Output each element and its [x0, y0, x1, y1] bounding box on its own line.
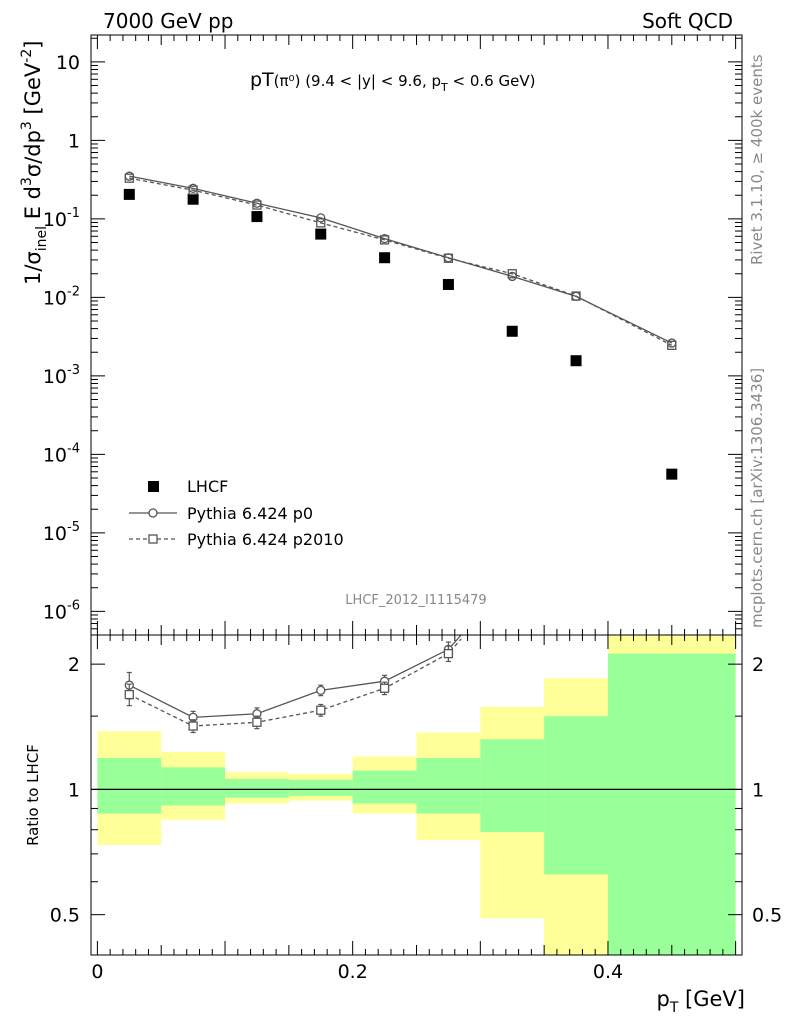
ratio-y-tick-label: 2: [68, 654, 80, 676]
main-y-tick-labels: 10 1 10-1 10-2 10-3 10-4 10-5 10-6: [43, 52, 80, 623]
pythia-p2010-point: [252, 200, 262, 210]
ylabel-a: 1/σ: [21, 251, 45, 285]
mcplots-label: mcplots.cern.ch [arXiv:1306.3436]: [748, 368, 766, 628]
main-y-tick-label: 10-1: [43, 206, 80, 231]
xlabel-sub: T: [669, 1000, 679, 1016]
main-y-tick-label: 10-2: [43, 284, 80, 309]
lhcf-point: [570, 355, 582, 367]
rivet-label: Rivet 3.1.10, ≥ 400k events: [748, 54, 766, 265]
ylabel-a-sub: inel: [34, 226, 50, 251]
pythia-p2010-point: [188, 185, 198, 195]
green-band: [480, 739, 545, 833]
pythia-p2010-point: [667, 340, 677, 350]
ratio-p2010-point: [252, 717, 262, 727]
main-panel: 10 1 10-1 10-2 10-3 10-4 10-5 10-6 pT(π⁰) (9.4 …: [19, 34, 743, 636]
green-band: [352, 770, 417, 804]
ratio-y-tick-label: 1: [68, 779, 80, 801]
ratio-p2010-point: [443, 648, 454, 659]
x-tick-label: 0.2: [338, 961, 368, 983]
ratio-p2010-point: [124, 689, 134, 700]
main-axis-ticks: [91, 35, 742, 636]
legend-lhcf-label: LHCF: [187, 477, 228, 496]
ratio-series: [124, 634, 462, 734]
energy-label: 7000 GeV pp: [103, 9, 234, 33]
green-band: [416, 757, 481, 814]
ylabel-c-sup: 3: [19, 121, 35, 130]
ratio-p2010-point: [188, 721, 198, 731]
ratio-series-line: [129, 634, 462, 719]
x-tick-label: 0.4: [593, 961, 623, 983]
lhcf-point: [506, 325, 518, 337]
lhcf-point: [251, 211, 263, 223]
lhcf-point: [315, 228, 327, 240]
legend-p0-label: Pythia 6.424 p0: [187, 504, 313, 523]
ylabel-d-sup: -2: [19, 49, 35, 63]
x-tick-label: 0: [91, 961, 103, 983]
main-y-tick-label: 10-3: [43, 363, 80, 388]
lhcf-point: [187, 193, 199, 205]
main-series-line: [129, 175, 673, 344]
ylabel-b: E d: [21, 186, 45, 226]
legend-p2010-marker: [148, 534, 158, 544]
ratio-y-axis-label: Ratio to LHCF: [24, 744, 42, 846]
main-y-tick-label: 1: [68, 130, 80, 152]
green-band: [607, 653, 736, 955]
analysis-watermark: LHCF_2012_I1115479: [345, 593, 486, 608]
process-label: Soft QCD: [642, 9, 733, 33]
x-axis-label: pT [GeV]: [656, 987, 745, 1016]
main-y-tick-label: 10-4: [43, 441, 80, 466]
xlabel-p: p: [656, 987, 669, 1011]
legend-p0-marker: [148, 508, 158, 518]
ylabel-d: [GeV: [21, 62, 45, 121]
title-cut-sub: T: [440, 81, 448, 94]
green-band: [225, 778, 289, 798]
green-band: [288, 779, 353, 796]
main-series: [123, 171, 678, 480]
pythia-p2010-point: [443, 253, 454, 263]
ratio-axis-ticks: [91, 635, 742, 956]
main-series-line: [129, 177, 673, 346]
plot-title: pT(π⁰) (9.4 < |y| < 9.6, pT < 0.6 GeV): [250, 69, 535, 94]
pythia-p2010-point: [379, 235, 390, 245]
main-y-tick-label: 10-6: [43, 598, 80, 623]
ratio-y-tick-label-right: 0.5: [752, 905, 782, 927]
pythia-p2010-point: [507, 269, 517, 279]
ratio-y-tick-label-right: 2: [752, 654, 764, 676]
green-band: [544, 716, 608, 875]
title-particle: (π⁰): [274, 72, 301, 90]
pythia-p2010-point: [124, 173, 134, 183]
ylabel-e: ]: [21, 41, 45, 49]
title-cut-rest: < 0.6 GeV): [448, 72, 536, 90]
ratio-uncertainty-bands: [97, 635, 736, 955]
green-band: [161, 767, 226, 806]
main-y-axis-label: 1/σinel E d3σ/dp3 [GeV-2]: [19, 41, 50, 285]
xlabel-unit: [GeV]: [678, 987, 745, 1011]
ratio-series-line: [129, 638, 462, 727]
title-main: pT: [250, 69, 274, 91]
legend-p2010-label: Pythia 6.424 p2010: [187, 530, 344, 549]
lhcf-point: [123, 188, 135, 200]
ratio-y-tick-label-right: 1: [752, 779, 764, 801]
lhcf-point: [379, 252, 391, 264]
main-y-tick-label: 10: [56, 52, 80, 74]
legend: LHCF Pythia 6.424 p0 Pythia 6.424 p2010: [129, 477, 344, 549]
ylabel-b-sup: 3: [19, 177, 35, 186]
ratio-y-tick-label: 0.5: [50, 905, 80, 927]
ratio-p2010-point: [316, 705, 326, 715]
main-y-tick-label: 10-5: [43, 520, 80, 545]
ylabel-c: σ/dp: [21, 130, 45, 177]
ratio-p0-point: [316, 685, 326, 696]
pythia-p2010-point: [571, 291, 581, 301]
pythia-p2010-point: [316, 218, 326, 228]
lhcf-point: [666, 468, 678, 480]
green-band: [97, 757, 162, 814]
pythia-p0-point: [316, 213, 326, 223]
title-cut: (9.4 < |y| < 9.6, p: [300, 72, 441, 90]
ratio-panel: 0.5 0.5 1 1 2 2 0 0.2 0.4 Ratio to LHCF pT [GeV]: [24, 634, 782, 1016]
ratio-tick-labels: 0.5 0.5 1 1 2 2 0 0.2 0.4: [50, 654, 782, 983]
legend-lhcf-marker: [148, 481, 159, 492]
ratio-p2010-point: [379, 683, 390, 693]
lhcf-point: [442, 278, 454, 290]
